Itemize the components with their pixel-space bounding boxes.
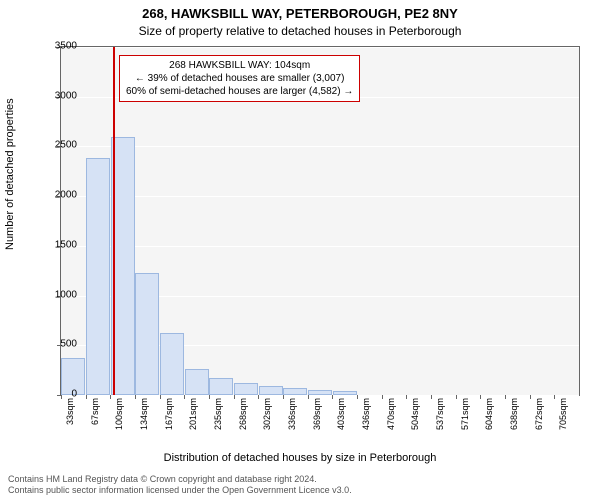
footer-line-2: Contains public sector information licen… [8,485,352,496]
y-tick-label: 1000 [42,289,77,300]
grid-line [61,246,579,247]
x-tick-label: 33sqm [65,398,75,433]
y-axis-label: Number of detached properties [4,98,16,250]
y-tick-label: 3500 [42,41,77,52]
histogram-bar [234,383,258,395]
histogram-bar [283,388,307,395]
y-tick-label: 500 [42,339,77,350]
footer-attribution: Contains HM Land Registry data © Crown c… [8,474,352,496]
marker-line [113,47,115,395]
grid-line [61,196,579,197]
y-tick-label: 3000 [42,90,77,101]
histogram-bar [135,273,159,395]
x-tick-mark [209,395,210,399]
x-tick-mark [234,395,235,399]
chart-plot-area: 268 HAWKSBILL WAY: 104sqm← 39% of detach… [60,46,580,396]
x-tick-mark [456,395,457,399]
y-axis-label-text: Number of detached properties [4,98,16,250]
x-tick-label: 403sqm [336,398,346,433]
x-tick-label: 705sqm [558,398,568,433]
x-tick-label: 571sqm [460,398,470,433]
x-tick-label: 167sqm [164,398,174,433]
x-tick-label: 470sqm [386,398,396,433]
x-tick-mark [110,395,111,399]
callout-box: 268 HAWKSBILL WAY: 104sqm← 39% of detach… [119,55,360,102]
x-tick-mark [357,395,358,399]
x-tick-mark [332,395,333,399]
x-tick-label: 504sqm [410,398,420,433]
histogram-bar [160,333,184,395]
callout-line: 60% of semi-detached houses are larger (… [126,85,353,98]
x-axis-label: Distribution of detached houses by size … [0,452,600,464]
x-tick-label: 604sqm [484,398,494,433]
x-tick-mark [406,395,407,399]
x-tick-mark [160,395,161,399]
chart-container: 268, HAWKSBILL WAY, PETERBOROUGH, PE2 8N… [0,0,600,500]
y-tick-label: 2000 [42,190,77,201]
x-tick-label: 336sqm [287,398,297,433]
histogram-bar [259,386,283,395]
x-tick-label: 201sqm [188,398,198,433]
callout-line: 268 HAWKSBILL WAY: 104sqm [126,59,353,72]
x-tick-mark [86,395,87,399]
chart-title: 268, HAWKSBILL WAY, PETERBOROUGH, PE2 8N… [0,6,600,21]
callout-line: ← 39% of detached houses are smaller (3,… [126,72,353,85]
x-tick-mark [480,395,481,399]
x-tick-mark [308,395,309,399]
grid-line [61,395,579,396]
x-tick-label: 268sqm [238,398,248,433]
footer-line-1: Contains HM Land Registry data © Crown c… [8,474,352,485]
x-tick-label: 67sqm [90,398,100,433]
x-tick-label: 369sqm [312,398,322,433]
histogram-bar [86,158,110,395]
histogram-bar [333,391,357,395]
x-tick-label: 100sqm [114,398,124,433]
x-tick-mark [382,395,383,399]
x-tick-label: 537sqm [435,398,445,433]
x-tick-label: 672sqm [534,398,544,433]
x-tick-mark [431,395,432,399]
histogram-bar [185,369,209,395]
y-tick-label: 1500 [42,239,77,250]
x-tick-mark [505,395,506,399]
histogram-bar [209,378,233,395]
x-tick-label: 235sqm [213,398,223,433]
x-tick-label: 638sqm [509,398,519,433]
y-tick-label: 2500 [42,140,77,151]
x-tick-label: 134sqm [139,398,149,433]
x-tick-mark [184,395,185,399]
chart-subtitle: Size of property relative to detached ho… [0,24,600,38]
x-tick-mark [258,395,259,399]
histogram-bar [308,390,332,395]
x-tick-mark [554,395,555,399]
x-tick-mark [283,395,284,399]
x-tick-mark [135,395,136,399]
x-tick-label: 302sqm [262,398,272,433]
grid-line [61,47,579,48]
grid-line [61,146,579,147]
x-tick-label: 436sqm [361,398,371,433]
x-tick-mark [530,395,531,399]
